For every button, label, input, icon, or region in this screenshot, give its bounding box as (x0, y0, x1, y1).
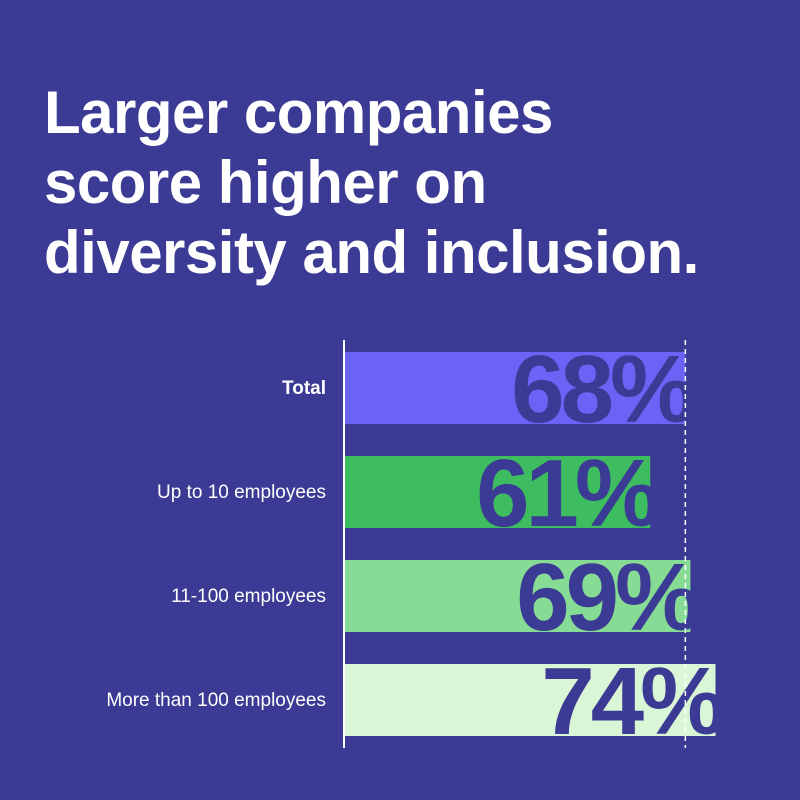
value-label: 61% (476, 440, 658, 547)
title-line: score higher on (44, 149, 487, 216)
category-label: Up to 10 employees (157, 482, 326, 503)
category-label: 11-100 employees (171, 586, 326, 607)
title-line: diversity and inclusion. (44, 219, 699, 286)
category-label: Total (282, 378, 326, 399)
bar (344, 664, 716, 736)
value-label: 68% (511, 336, 693, 443)
title-line: Larger companies (44, 79, 553, 146)
chart-title: Larger companies score higher on diversity… (44, 78, 699, 288)
value-label: 69% (516, 544, 698, 651)
bar (344, 560, 691, 632)
value-label: 74% (541, 648, 723, 755)
bar (344, 352, 686, 424)
bar (344, 456, 651, 528)
category-label: More than 100 employees (106, 690, 326, 711)
